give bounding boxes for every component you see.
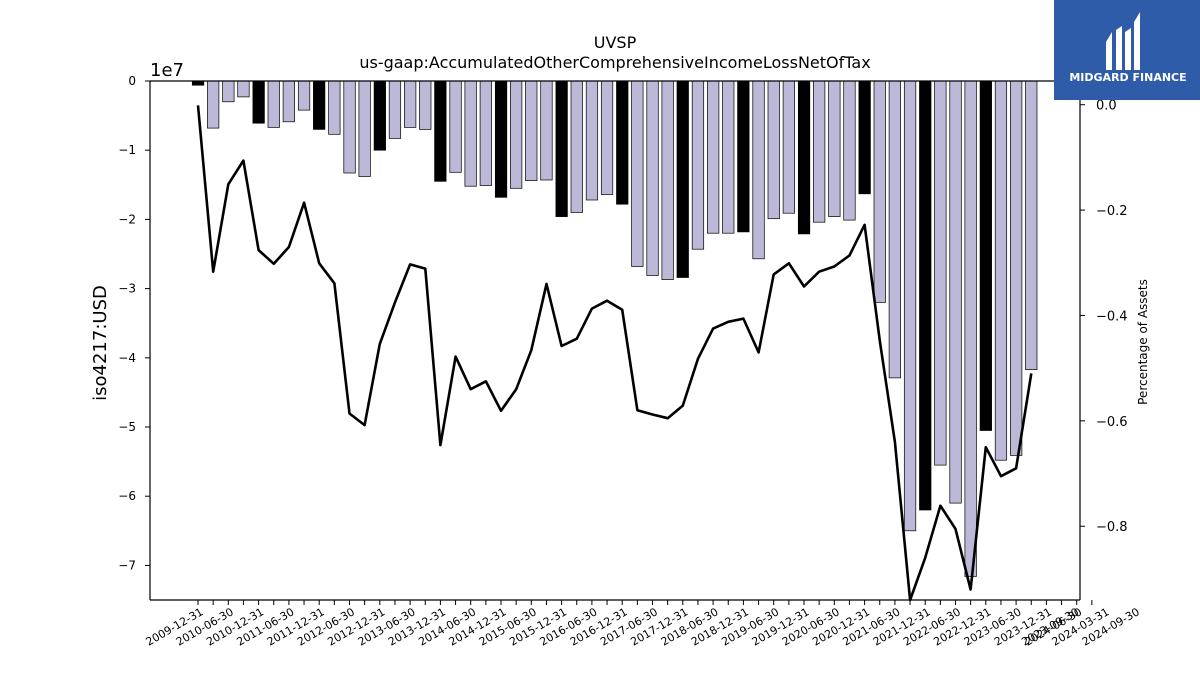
bar-2018-03-31: [691, 80, 705, 250]
bar-2022-12-31: [979, 80, 992, 431]
bar-2012-06-30: [343, 80, 356, 174]
bar-2020-03-31: [813, 80, 826, 223]
brand-logo: MIDGARD FINANCE: [1054, 0, 1200, 100]
bar-2022-09-30: [964, 80, 977, 577]
y-tick-label: −1: [118, 143, 136, 157]
bar-2023-09-30: [1025, 80, 1038, 370]
y2-tick-label: −0.4: [1096, 309, 1128, 324]
bar-2021-06-30: [888, 80, 901, 379]
x-axis-ticks: 2009-12-312010-06-302010-12-312011-06-30…: [144, 600, 1142, 649]
y2-tick-label: −0.2: [1096, 204, 1128, 219]
brand-name: MIDGARD FINANCE: [1069, 71, 1186, 84]
bar-2010-06-30: [222, 80, 235, 103]
bar-2017-09-30: [661, 80, 674, 280]
bar-2022-06-30: [949, 80, 962, 504]
bar-2015-12-31: [555, 80, 568, 217]
bar-2021-03-31: [873, 80, 886, 303]
y-tick-label: −2: [118, 212, 136, 226]
y-axis-label: iso4217:USD: [90, 285, 111, 401]
bar-2010-12-31: [252, 80, 265, 124]
bar-2023-03-31: [994, 80, 1008, 461]
y-axis-ticks: 0 −1 −2 −3 −4 −5 −6 −7: [118, 74, 150, 572]
bar-2013-06-30: [404, 80, 417, 128]
bar-2016-03-31: [570, 80, 583, 213]
chart-title: UVSP: [594, 33, 637, 52]
bar-2018-12-31: [737, 80, 750, 233]
bar-2020-09-30: [843, 80, 856, 221]
bar-2016-06-30: [585, 80, 599, 201]
bar-2014-06-30: [464, 80, 477, 187]
bar-2022-03-31: [934, 80, 947, 466]
bar-2017-12-31: [676, 80, 689, 278]
bar-2017-03-31: [631, 80, 644, 267]
bar-2015-06-30: [525, 80, 538, 181]
bar-2019-03-31: [752, 80, 765, 260]
bar-2014-12-31: [494, 80, 508, 198]
bar-2019-06-30: [767, 80, 780, 220]
y-tick-label: −3: [118, 282, 136, 296]
bar-2013-09-30: [419, 80, 432, 130]
bar-2016-12-31: [616, 80, 629, 205]
bar-2019-12-31: [797, 80, 811, 235]
bar-2013-12-31: [434, 80, 447, 182]
y2-tick-label: 0.0: [1096, 99, 1117, 114]
bar-2020-12-31: [858, 80, 871, 195]
bar-2011-09-30: [297, 80, 311, 111]
bar-2010-09-30: [237, 80, 250, 98]
bar-2012-12-31: [373, 80, 386, 151]
bar-2014-03-31: [449, 80, 462, 173]
bar-2019-09-30: [782, 80, 795, 214]
y-tick-label: 0: [128, 74, 136, 88]
bar-2014-09-30: [479, 80, 492, 186]
bar-series: [191, 80, 1038, 577]
percentage-line-series: [196, 105, 1033, 602]
y-tick-label: −5: [118, 420, 136, 434]
y-tick-label: −7: [118, 558, 136, 572]
bar-2012-09-30: [358, 80, 371, 177]
bar-2011-06-30: [282, 80, 295, 123]
bar-2018-09-30: [722, 80, 735, 234]
y2-tick-label: −0.6: [1096, 415, 1128, 430]
bar-2021-12-31: [919, 80, 932, 511]
y-tick-label: −6: [118, 489, 136, 503]
logo-mark-icon: [1106, 12, 1140, 70]
bar-2010-03-31: [207, 80, 220, 129]
bar-2018-06-30: [707, 80, 720, 234]
y2-tick-label: −0.8: [1096, 520, 1128, 535]
y-offset-label: 1e7: [150, 60, 184, 81]
percentage-of-assets-line: [196, 105, 1033, 602]
bar-2016-09-30: [600, 80, 614, 195]
bar-2013-03-31: [388, 80, 402, 139]
bar-2011-03-31: [267, 80, 280, 128]
y-tick-label: −4: [118, 351, 136, 365]
bar-2009-12-31: [191, 80, 205, 86]
bar-2015-09-30: [540, 80, 553, 181]
bar-2011-12-31: [313, 80, 326, 130]
y2-axis-ticks: 0.0 −0.2 −0.4 −0.6 −0.8: [1080, 99, 1128, 535]
y2-axis-label: Percentage of Assets: [1136, 279, 1150, 405]
bar-2015-03-31: [510, 80, 523, 189]
bar-2017-06-30: [646, 80, 659, 276]
bar-2012-03-31: [328, 80, 341, 135]
bar-2020-06-30: [828, 80, 841, 217]
chart-subtitle: us-gaap:AccumulatedOtherComprehensiveInc…: [359, 53, 870, 72]
bar-2023-06-30: [1010, 80, 1023, 456]
bar-2021-09-30: [903, 80, 917, 532]
